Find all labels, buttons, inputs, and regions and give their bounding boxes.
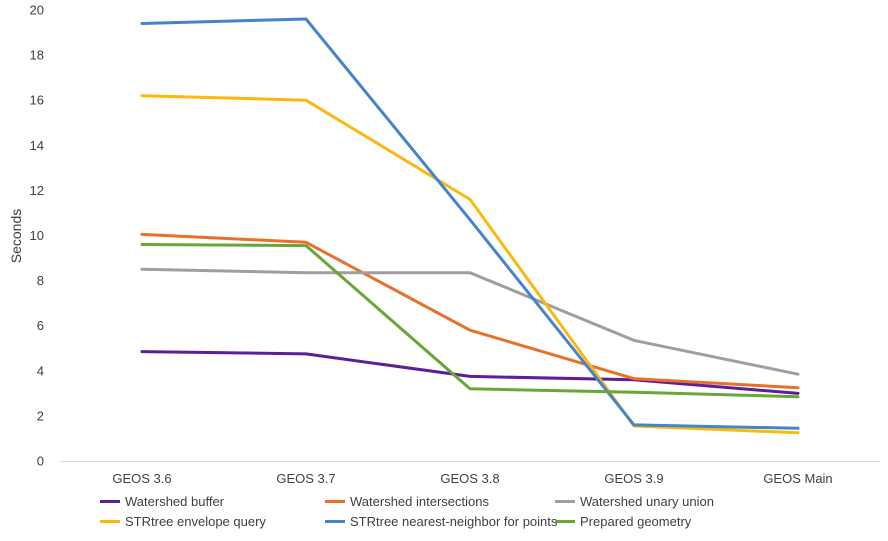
legend-swatch	[555, 519, 575, 523]
legend-item: Watershed intersections	[325, 492, 489, 510]
legend-item: Watershed buffer	[100, 492, 224, 510]
x-tick-label: GEOS 3.8	[440, 471, 499, 486]
y-tick-label: 4	[37, 363, 44, 378]
x-tick-label: GEOS Main	[763, 471, 832, 486]
y-axis-ticks: 0 2 4 6 8 10 12 14 16 18 20	[30, 3, 44, 469]
legend-item: Prepared geometry	[555, 512, 691, 530]
series-line-strtree-envelope-query	[140, 94, 800, 435]
y-tick-label: 8	[37, 273, 44, 288]
y-tick-label: 12	[30, 183, 44, 198]
y-tick-label: 18	[30, 48, 44, 63]
series-line-watershed-buffer	[140, 350, 800, 395]
series-line-strtree-nearest-neighbor-for-points	[140, 17, 800, 430]
y-tick-label: 16	[30, 93, 44, 108]
legend-swatch	[100, 499, 120, 503]
series-line-watershed-unary-union	[140, 267, 800, 376]
legend-item: STRtree nearest-neighbor for points	[325, 512, 557, 530]
legend-label: STRtree nearest-neighbor for points	[350, 513, 558, 529]
legend-swatch	[100, 519, 120, 523]
y-tick-label: 20	[30, 3, 44, 18]
y-tick-label: 2	[37, 408, 44, 423]
x-axis-ticks: GEOS 3.6 GEOS 3.7 GEOS 3.8 GEOS 3.9 GEOS Mai…	[112, 471, 832, 486]
legend-swatch	[325, 499, 345, 503]
legend-label: Watershed intersections	[350, 493, 489, 509]
x-tick-label: GEOS 3.7	[276, 471, 335, 486]
series-line-watershed-intersections	[140, 232, 800, 390]
y-tick-label: 6	[37, 318, 44, 333]
y-tick-label: 0	[37, 454, 44, 469]
x-tick-label: GEOS 3.6	[112, 471, 171, 486]
legend-label: Watershed buffer	[125, 493, 224, 509]
legend-swatch	[325, 519, 345, 523]
legend-item: STRtree envelope query	[100, 512, 266, 530]
series-line-prepared-geometry	[140, 243, 800, 399]
x-tick-label: GEOS 3.9	[604, 471, 663, 486]
y-tick-label: 10	[30, 228, 44, 243]
y-tick-label: 14	[30, 138, 44, 153]
legend-label: Prepared geometry	[580, 513, 692, 529]
legend-label: STRtree envelope query	[125, 513, 266, 529]
legend-swatch	[555, 499, 575, 503]
series-lines	[140, 17, 800, 435]
legend-item: Watershed unary union	[555, 492, 714, 510]
legend-label: Watershed unary union	[580, 493, 714, 509]
y-axis-title: Seconds	[8, 209, 24, 263]
